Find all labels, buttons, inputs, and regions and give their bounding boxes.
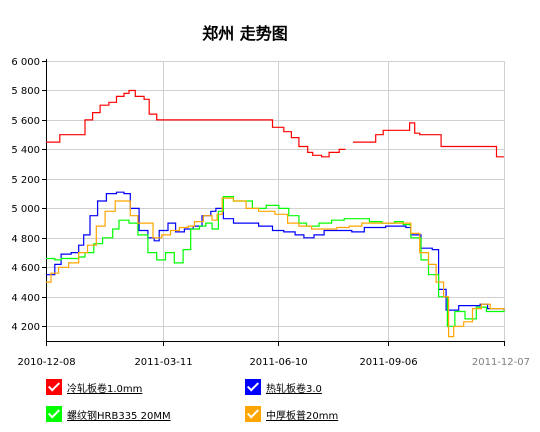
- y-tick-label: 5 600: [11, 116, 40, 127]
- y-axis-ticks: 6 000 5 800 5 600 5 400 5 200 5 000 4 800 4 600…: [11, 57, 46, 333]
- legend-label[interactable]: 中厚板普20mm: [266, 410, 339, 422]
- x-tick-label: 2011-12-07: [472, 357, 530, 368]
- x-tick-label: 2011-03-11: [134, 357, 192, 368]
- y-tick-label: 4 600: [11, 263, 40, 274]
- legend-item-2[interactable]: 热轧板卷3.0: [245, 379, 322, 395]
- chart-series: [46, 89, 505, 338]
- y-tick-label: 5 800: [11, 86, 40, 97]
- legend-checkbox-icon[interactable]: [46, 379, 62, 395]
- series-line-4: [46, 197, 505, 338]
- x-tick-label: 2010-12-08: [17, 357, 75, 368]
- chart-title: 郑州 走势图: [202, 24, 288, 43]
- legend-item-1[interactable]: 冷轧板卷1.0mm: [46, 379, 142, 395]
- legend-label[interactable]: 螺纹钢HRB335 20MM: [67, 410, 171, 422]
- y-tick-label: 5 400: [11, 145, 40, 156]
- legend-label[interactable]: 热轧板卷3.0: [266, 383, 322, 395]
- legend-item-3[interactable]: 螺纹钢HRB335 20MM: [46, 406, 171, 422]
- y-tick-label: 4 200: [11, 322, 40, 333]
- legend-checkbox-icon[interactable]: [46, 406, 62, 422]
- y-tick-label: 5 000: [11, 204, 40, 215]
- x-tick-label: 2011-09-06: [359, 357, 417, 368]
- y-tick-label: 4 800: [11, 234, 40, 245]
- legend-checkbox-icon[interactable]: [245, 379, 261, 395]
- chart-axes: [46, 59, 504, 342]
- x-tick-label: 2011-06-10: [249, 357, 307, 368]
- y-tick-label: 5 200: [11, 175, 40, 186]
- y-tick-label: 6 000: [11, 57, 40, 68]
- y-tick-label: 4 400: [11, 293, 40, 304]
- legend-checkbox-icon[interactable]: [245, 406, 261, 422]
- legend-item-4[interactable]: 中厚板普20mm: [245, 406, 338, 422]
- x-axis-ticks: 2010-12-08 2011-03-11 2011-06-10 2011-09-06…: [17, 341, 530, 368]
- legend-label[interactable]: 冷轧板卷1.0mm: [67, 383, 143, 395]
- series-line-3: [46, 196, 505, 327]
- series-line-1: [46, 89, 504, 158]
